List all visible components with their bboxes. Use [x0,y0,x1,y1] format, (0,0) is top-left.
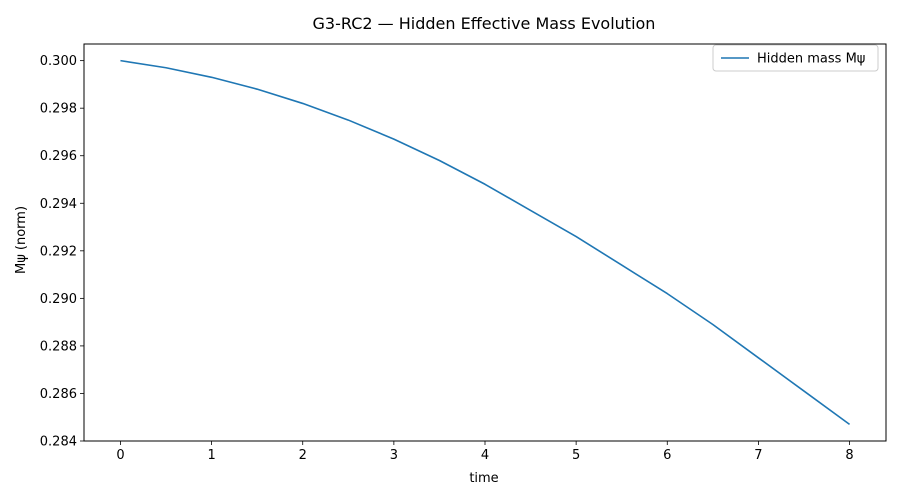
y-tick-label: 0.294 [40,197,77,212]
y-axis-ticks: 0.284 0.286 0.288 0.290 0.292 0.294 0.296 0.298… [40,54,84,450]
x-tick-label: 4 [481,448,489,463]
y-tick-label: 0.298 [40,102,77,117]
series-layer [120,59,851,426]
y-tick-label: 0.286 [40,387,77,402]
x-tick-label: 7 [754,448,762,463]
x-tick-label: 8 [845,448,853,463]
y-axis-label: Mψ (norm) [14,206,29,274]
y-tick-label: 0.292 [40,244,77,259]
plot-area [83,43,887,442]
legend-label: Hidden mass Mψ [757,52,865,67]
x-tick-label: 1 [207,448,215,463]
x-tick-label: 6 [663,448,671,463]
y-tick-label: 0.284 [40,435,77,450]
legend: Hidden mass Mψ [712,44,879,72]
x-axis-ticks: 0 1 2 3 4 5 6 7 8 [116,441,854,463]
series-line-0 [120,59,851,426]
y-tick-label: 0.290 [40,292,77,307]
x-tick-label: 0 [116,448,124,463]
y-tick-label: 0.288 [40,339,77,354]
x-tick-label: 2 [299,448,307,463]
chart-title: G3-RC2 — Hidden Effective Mass Evolution [313,14,656,33]
y-tick-label: 0.296 [40,149,77,164]
x-tick-label: 3 [390,448,398,463]
x-axis-label: time [469,471,498,486]
legend-box [712,44,879,72]
x-tick-label: 5 [572,448,580,463]
y-tick-label: 0.300 [40,54,77,69]
